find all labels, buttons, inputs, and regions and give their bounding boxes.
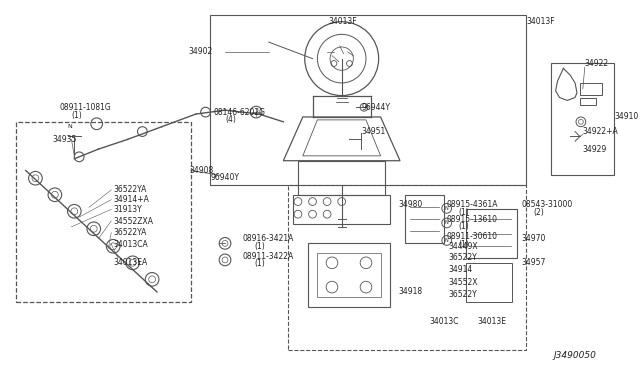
Text: 08915-13610: 08915-13610 xyxy=(447,215,498,224)
Bar xyxy=(405,195,444,243)
Text: 08911-30610: 08911-30610 xyxy=(447,232,498,241)
Text: 08146-6202G: 08146-6202G xyxy=(213,108,266,116)
Text: 08543-31000: 08543-31000 xyxy=(522,200,573,209)
Text: 34013C: 34013C xyxy=(429,317,459,326)
Text: J3490050: J3490050 xyxy=(554,351,596,360)
Text: 34914+A: 34914+A xyxy=(113,195,149,204)
Text: 08911-1081G: 08911-1081G xyxy=(60,103,111,112)
Text: 34449X: 34449X xyxy=(449,242,478,251)
Text: (1): (1) xyxy=(458,222,469,231)
Text: 34918: 34918 xyxy=(398,288,422,296)
Text: (1): (1) xyxy=(458,208,469,217)
Bar xyxy=(580,83,602,94)
Text: (1): (1) xyxy=(254,259,265,268)
Text: (2): (2) xyxy=(533,208,544,217)
Text: 34552ZXA: 34552ZXA xyxy=(113,217,153,225)
Text: 34951: 34951 xyxy=(361,127,385,136)
Bar xyxy=(298,161,385,195)
Text: 34935: 34935 xyxy=(52,135,76,144)
Text: 34929: 34929 xyxy=(583,145,607,154)
Bar xyxy=(293,195,390,224)
Bar xyxy=(466,263,512,302)
Text: 08916-3421A: 08916-3421A xyxy=(243,234,294,243)
Text: 36522YA: 36522YA xyxy=(113,185,147,195)
Bar xyxy=(211,15,527,185)
Text: 34957: 34957 xyxy=(522,258,546,267)
Text: (1): (1) xyxy=(458,240,469,249)
Bar xyxy=(580,97,596,105)
Bar xyxy=(308,243,390,307)
Text: 96940Y: 96940Y xyxy=(211,173,239,182)
Bar xyxy=(466,209,516,258)
Bar xyxy=(16,122,191,302)
Text: 34922+A: 34922+A xyxy=(583,127,619,136)
Text: 34552X: 34552X xyxy=(449,278,478,287)
Text: N: N xyxy=(67,124,72,129)
Bar xyxy=(551,64,614,175)
Text: 08911-3422A: 08911-3422A xyxy=(243,251,294,260)
Text: 31913Y: 31913Y xyxy=(113,205,142,214)
Text: 34013F: 34013F xyxy=(527,17,555,26)
Bar xyxy=(317,253,381,297)
Text: 34914: 34914 xyxy=(449,265,473,274)
Text: 34908: 34908 xyxy=(189,166,213,175)
Text: 34980: 34980 xyxy=(398,200,422,209)
Text: 34013EA: 34013EA xyxy=(113,258,147,267)
Text: 36522YA: 36522YA xyxy=(113,228,147,237)
Text: 36522Y: 36522Y xyxy=(449,253,477,263)
Text: N: N xyxy=(445,206,449,211)
Text: N: N xyxy=(445,221,449,225)
Text: 34013E: 34013E xyxy=(478,317,507,326)
Text: 08915-4361A: 08915-4361A xyxy=(447,200,498,209)
Text: 96944Y: 96944Y xyxy=(361,103,390,112)
Text: 34970: 34970 xyxy=(522,234,546,243)
Text: 34910: 34910 xyxy=(614,112,638,122)
Text: 34922: 34922 xyxy=(585,59,609,68)
Text: 36522Y: 36522Y xyxy=(449,291,477,299)
Text: 34902: 34902 xyxy=(188,47,212,56)
Text: (1): (1) xyxy=(254,242,265,251)
Text: (4): (4) xyxy=(225,115,236,124)
Text: N: N xyxy=(445,238,449,243)
Text: (1): (1) xyxy=(72,110,82,119)
Text: 34013F: 34013F xyxy=(328,17,356,26)
Bar xyxy=(288,185,527,350)
Text: 34013CA: 34013CA xyxy=(113,240,148,249)
